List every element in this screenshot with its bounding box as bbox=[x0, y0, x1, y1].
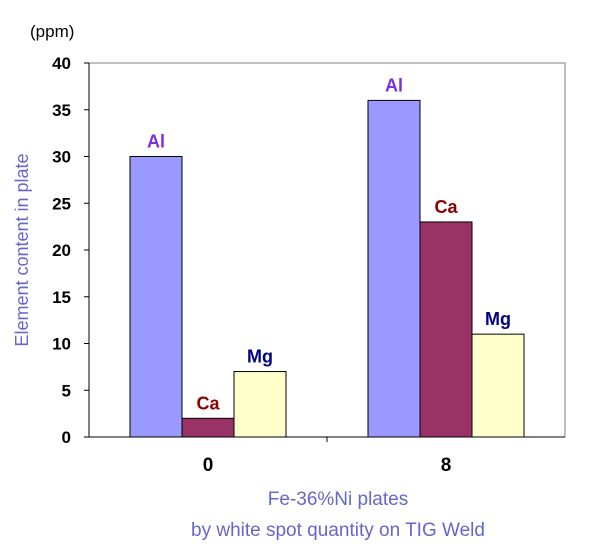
y-axis-label: Element content in plate bbox=[12, 153, 32, 346]
x-axis-label-line-2: by white spot quantity on TIG Weld bbox=[191, 520, 485, 541]
x-tick-label: 0 bbox=[203, 455, 214, 476]
data-labels: Al Ca Mg Al Ca Mg bbox=[147, 75, 511, 413]
unit-label: (ppm) bbox=[30, 22, 74, 41]
y-tick-label: 35 bbox=[52, 101, 71, 120]
bar-ca-8 bbox=[419, 221, 473, 438]
data-label-ca: Ca bbox=[196, 393, 220, 413]
bars bbox=[129, 99, 525, 438]
y-tick-label: 5 bbox=[62, 381, 71, 400]
bar-mg-0 bbox=[233, 371, 287, 438]
bar-al-8 bbox=[367, 99, 421, 438]
x-tick-label: 8 bbox=[441, 455, 452, 476]
data-label-mg: Mg bbox=[485, 309, 511, 329]
data-label-al: Al bbox=[385, 75, 403, 95]
y-axis-ticks: 0 5 10 15 20 25 30 35 40 bbox=[52, 54, 89, 447]
y-tick-label: 10 bbox=[52, 335, 71, 354]
x-axis-label-line-1: Fe-36%Ni plates bbox=[268, 489, 408, 510]
data-label-mg: Mg bbox=[247, 347, 273, 367]
y-tick-label: 30 bbox=[52, 148, 71, 167]
bar-ca-0 bbox=[181, 417, 235, 438]
data-label-ca: Ca bbox=[434, 197, 458, 217]
data-label-al: Al bbox=[147, 132, 165, 152]
y-tick-label: 25 bbox=[52, 194, 71, 213]
y-tick-label: 15 bbox=[52, 288, 71, 307]
y-tick-label: 40 bbox=[52, 54, 71, 73]
y-tick-label: 20 bbox=[52, 241, 71, 260]
y-tick-label: 0 bbox=[62, 428, 71, 447]
bar-al-0 bbox=[129, 156, 183, 438]
bar-mg-8 bbox=[471, 333, 525, 438]
